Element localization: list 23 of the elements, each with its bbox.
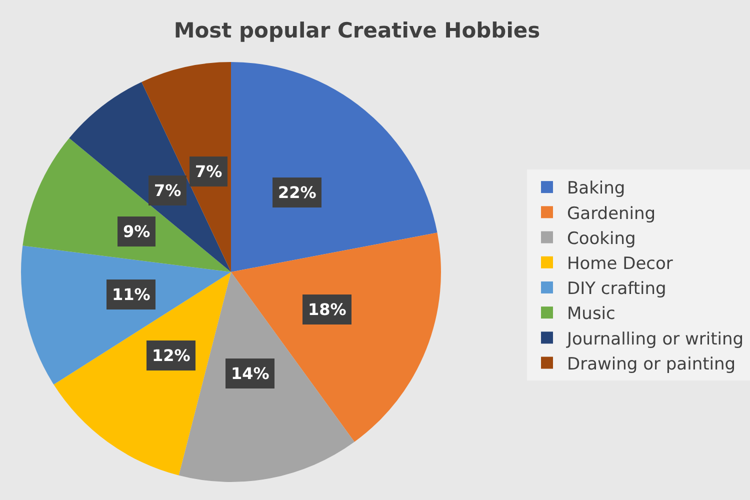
data-label: 18% [308, 300, 346, 319]
data-label: 9% [123, 222, 150, 241]
legend-label: DIY crafting [567, 279, 666, 300]
pie-slice [231, 232, 441, 442]
legend-label: Gardening [567, 204, 656, 224]
data-label: 12% [152, 346, 190, 365]
legend-label: Home Decor [567, 254, 673, 274]
pie-slice [22, 138, 231, 272]
data-label: 14% [231, 364, 270, 383]
pie-slice [54, 272, 231, 476]
pie-slice [21, 246, 231, 385]
data-label: 11% [112, 285, 150, 304]
pie-slice [69, 82, 231, 272]
legend-label: Drawing or painting [567, 354, 736, 374]
data-label: 7% [195, 162, 222, 181]
legend-label: Music [567, 304, 616, 324]
data-label: 7% [154, 181, 182, 200]
chart-title: Most popular Creative Hobbies [174, 18, 540, 42]
pie-slice [231, 62, 438, 272]
legend-label: Cooking [567, 228, 636, 249]
legend-label: Journalling or writing [566, 329, 744, 350]
data-label: 22% [278, 183, 316, 202]
legend-label: Baking [567, 178, 626, 199]
